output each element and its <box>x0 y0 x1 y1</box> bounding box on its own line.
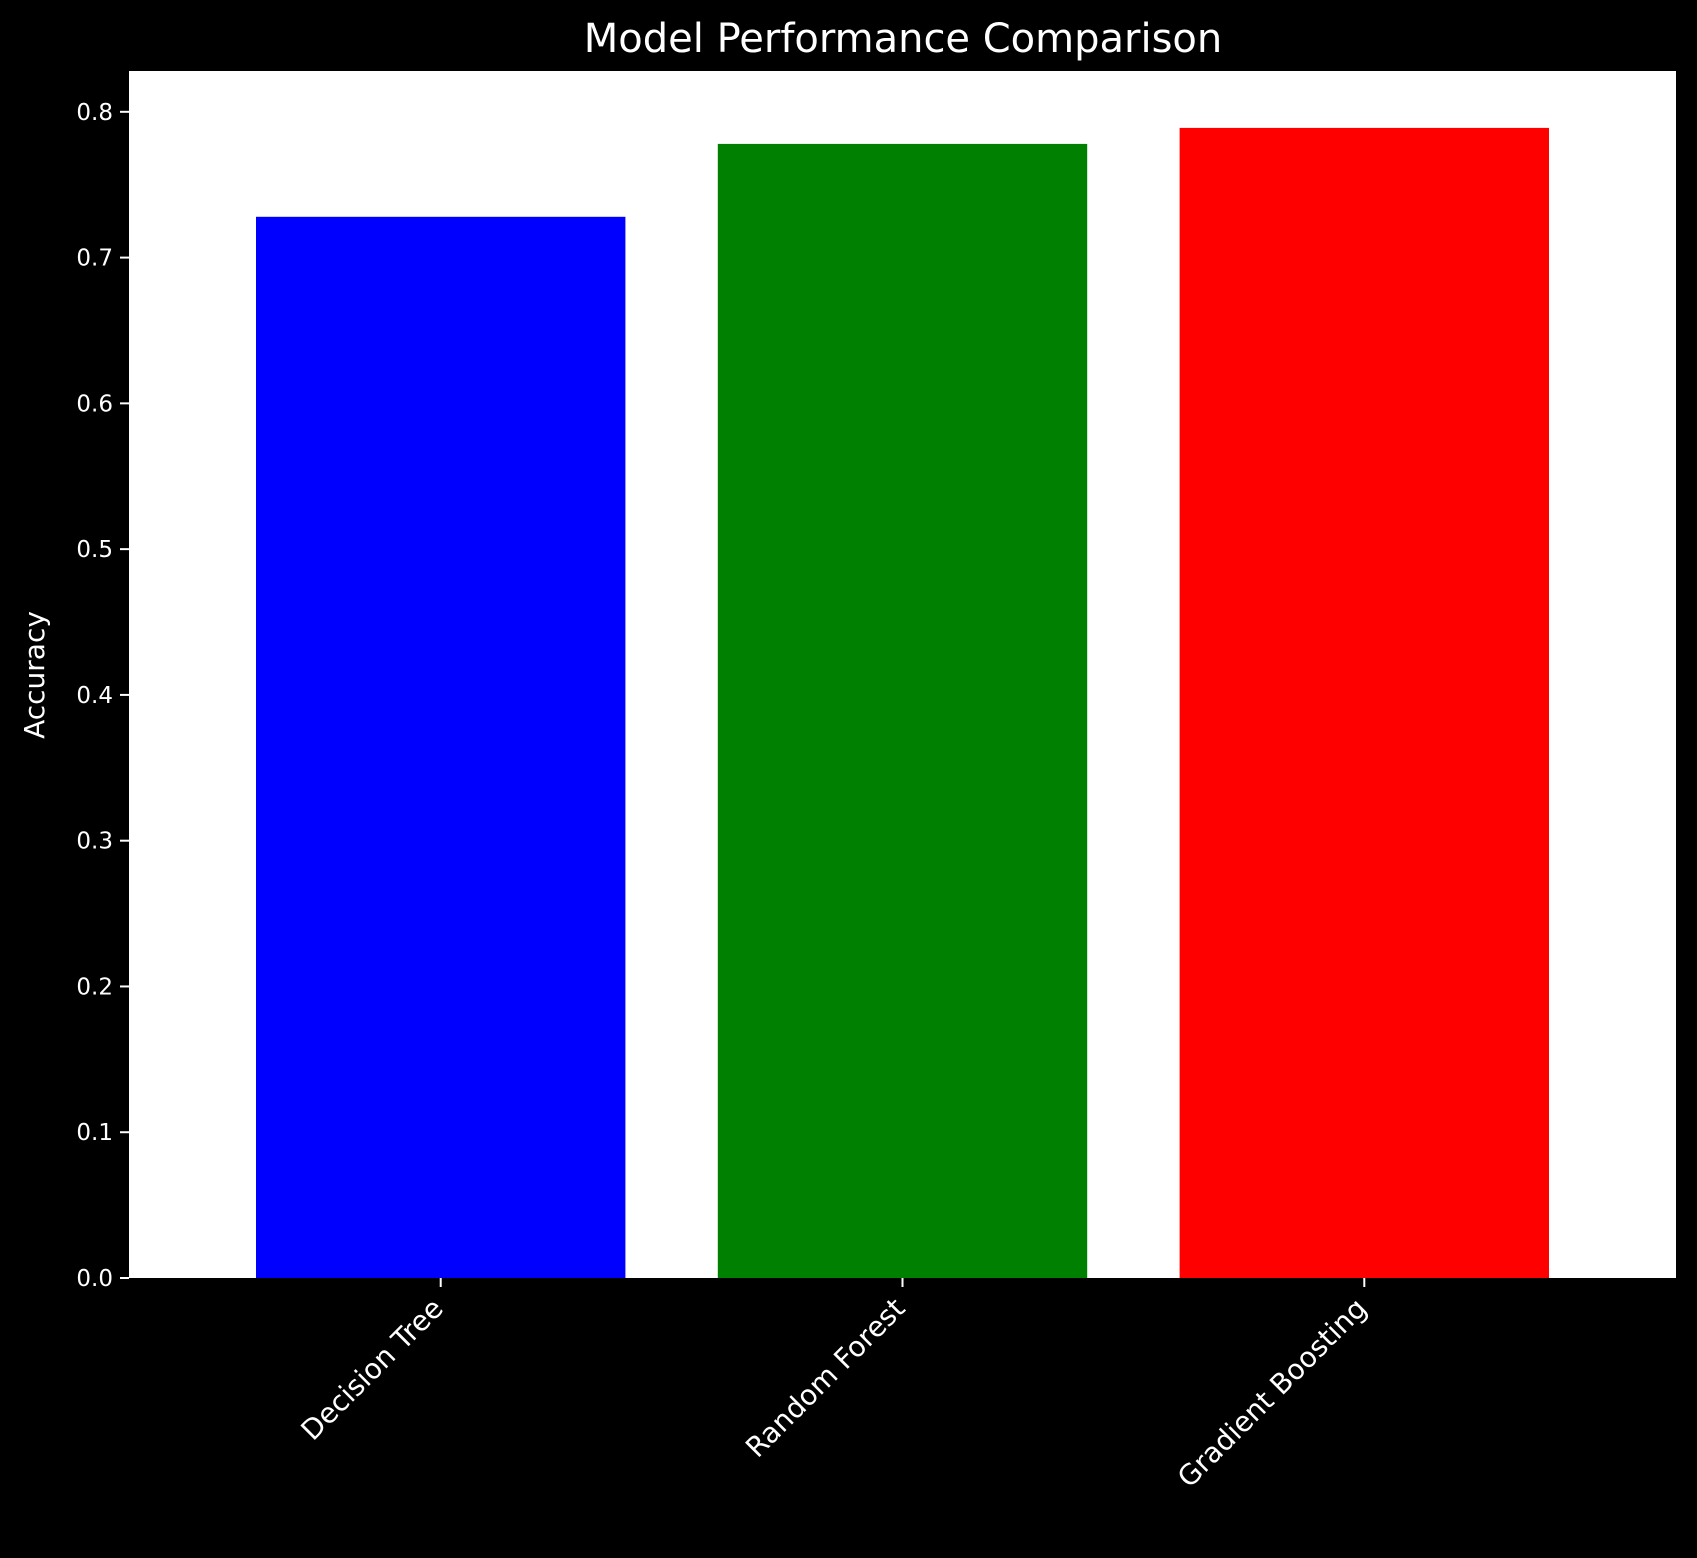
y-tick-label: 0.6 <box>76 391 113 417</box>
bar-gradient-boosting <box>1179 127 1549 1278</box>
y-tick-label: 0.0 <box>76 1266 113 1292</box>
bar-decision-tree <box>256 216 626 1278</box>
y-axis-label: Accuracy <box>18 611 51 739</box>
bar-random-forest <box>717 143 1088 1278</box>
y-tick-label: 0.2 <box>76 974 113 1000</box>
chart-title: Model Performance Comparison <box>584 16 1223 62</box>
y-tick-label: 0.8 <box>76 100 113 126</box>
y-tick-label: 0.3 <box>76 829 113 855</box>
y-tick-label: 0.1 <box>76 1120 113 1146</box>
y-tick-label: 0.4 <box>76 683 113 709</box>
y-tick-label: 0.5 <box>76 537 113 563</box>
bars-group <box>256 127 1549 1278</box>
y-tick-label: 0.7 <box>76 246 113 272</box>
y-axis: 0.0 0.1 0.2 0.3 0.4 0.5 0.6 0.7 0.8 <box>76 100 129 1292</box>
